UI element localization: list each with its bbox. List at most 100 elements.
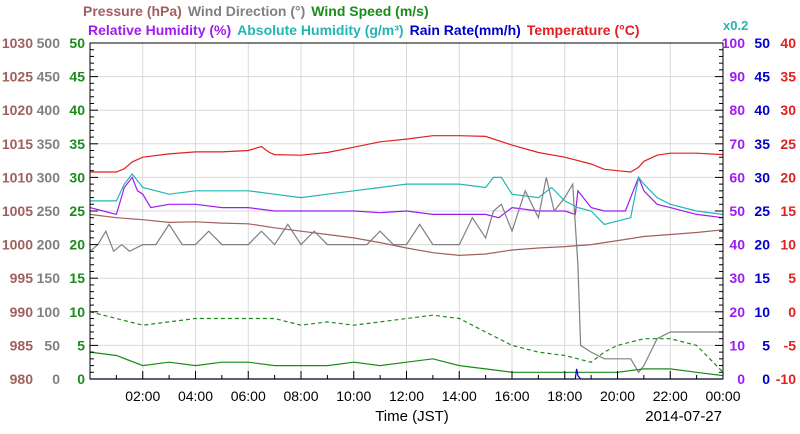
x-tick-label: 06:00	[231, 388, 266, 404]
left-axis-tick-label: 1000	[2, 237, 33, 253]
right-axis-tick-label: 15	[754, 270, 770, 286]
right-axis-tick-label: 25	[780, 136, 796, 152]
left-axis-tick-label: 1010	[2, 169, 33, 185]
right-axis-tick-label: 20	[729, 304, 745, 320]
left-axis-tick-label: 45	[69, 69, 85, 85]
right-axis-tick-label: -5	[784, 337, 797, 353]
right-axis-tick-label: 30	[729, 270, 745, 286]
left-axis-tick-label: 1020	[2, 102, 33, 118]
left-axis-tick-label: 1015	[2, 136, 33, 152]
left-axis-tick-label: 50	[69, 35, 85, 51]
right-axis-tick-label: 35	[754, 136, 770, 152]
left-axis-tick-label: 350	[37, 136, 61, 152]
series-pressure	[89, 213, 724, 257]
right-axis-tick-label: 10	[729, 337, 745, 353]
left-axis-tick-label: 985	[10, 337, 34, 353]
left-axis-tick-label: 995	[10, 270, 34, 286]
legend-wind_speed: Wind Speed (m/s)	[311, 3, 428, 19]
left-axis-tick-label: 50	[44, 337, 60, 353]
x-tick-label: 20:00	[600, 388, 635, 404]
left-axis-tick-label: 200	[37, 237, 61, 253]
x-tick-label: 18:00	[547, 388, 582, 404]
legend: Pressure (hPa) Wind Direction (°) Wind Spe…	[83, 3, 748, 38]
left-axis-tick-label: 0	[77, 371, 85, 387]
x-tick-label: 16:00	[494, 388, 529, 404]
right-axis-tick-label: 0	[788, 304, 796, 320]
left-axis-tick-label: 980	[10, 371, 34, 387]
legend-wind_dir: Wind Direction (°)	[188, 3, 305, 19]
right-axis-tick-label: 5	[788, 270, 796, 286]
right-axis-tick-label: 90	[729, 69, 745, 85]
left-axis-tick-label: 100	[37, 304, 61, 320]
right-axis-tick-label: 45	[754, 69, 770, 85]
right-axis-tick-label: 40	[754, 102, 770, 118]
right-axis-tick-label: 25	[754, 203, 770, 219]
left-axis-tick-label: 15	[69, 270, 85, 286]
left-axes: 9809859909951000100510101015102010251030…	[2, 35, 723, 387]
x-axis-title: Time (JST)	[375, 408, 449, 425]
left-axis-tick-label: 5	[77, 337, 85, 353]
right-axes: 0102030405060708090100051015202530354045…	[722, 35, 797, 387]
legend-temp: Temperature (°C)	[527, 22, 640, 38]
left-axis-tick-label: 150	[37, 270, 61, 286]
right-axis-tick-label: 40	[729, 237, 745, 253]
right-axis-tick-label: 15	[780, 203, 796, 219]
right-axis-tick-label: 35	[780, 69, 796, 85]
left-axis-tick-label: 450	[37, 69, 61, 85]
left-axis-tick-label: 40	[69, 102, 85, 118]
series-temperature	[90, 135, 724, 173]
x-tick-label: 00:00	[705, 388, 740, 404]
legend-ah: Absolute Humidity (g/m³)	[237, 22, 403, 38]
right-axis-tick-label: 60	[729, 169, 745, 185]
series-wind-direction	[89, 177, 723, 374]
legend-row-2: Relative Humidity (%) Absolute Humidity (…	[88, 22, 640, 38]
series-relative-humidity	[89, 175, 724, 219]
right-axis-tick-label: 30	[754, 169, 770, 185]
x-tick-label: 10:00	[336, 388, 371, 404]
right-axis-tick-label: 80	[729, 102, 745, 118]
date-label: 2014-07-27	[645, 408, 722, 425]
right-axis-tick-label: 30	[780, 102, 796, 118]
x-tick-label: 04:00	[178, 388, 213, 404]
x-tick-label: 12:00	[389, 388, 424, 404]
right-axis-tick-label: 0	[762, 371, 770, 387]
x-tick-label: 22:00	[653, 388, 688, 404]
x-tick-label: 08:00	[283, 388, 318, 404]
right-axis-tick-label: 50	[754, 35, 770, 51]
right-axis-tick-label: 10	[780, 237, 796, 253]
legend-rh: Relative Humidity (%)	[88, 22, 231, 38]
right-axis-tick-label: 20	[754, 237, 770, 253]
right-axis-tick-label: 70	[729, 136, 745, 152]
series-wind-speed-max	[89, 311, 724, 373]
x-tick-label: 14:00	[442, 388, 477, 404]
legend-row-1: Pressure (hPa) Wind Direction (°) Wind Spe…	[83, 3, 429, 19]
left-axis-tick-label: 250	[37, 203, 61, 219]
left-axis-tick-label: 20	[69, 237, 85, 253]
x-axis: 02:00 04:00 06:00 08:00 10:00 12:00 14:00 16:00…	[89, 371, 741, 404]
left-axis-tick-label: 500	[37, 35, 61, 51]
legend-rain: Rain Rate(mm/h)	[410, 22, 521, 38]
left-axis-tick-label: 400	[37, 102, 61, 118]
left-axis-tick-label: 35	[69, 136, 85, 152]
left-axis-tick-label: 10	[69, 304, 85, 320]
right-axis-tick-label: 50	[729, 203, 745, 219]
left-axis-tick-label: 1025	[2, 69, 33, 85]
right-axis-tick-label: 0	[737, 371, 745, 387]
left-axis-tick-label: 25	[69, 203, 85, 219]
left-axis-tick-label: 30	[69, 169, 85, 185]
left-axis-tick-label: 1005	[2, 203, 33, 219]
right-axis-tick-label: 20	[780, 169, 796, 185]
right-axis-tick-label: -10	[776, 371, 796, 387]
right-axis-tick-label: 40	[780, 35, 796, 51]
right-axis-tick-label: 100	[722, 35, 746, 51]
left-axis-tick-label: 990	[10, 304, 34, 320]
left-axis-tick-label: 300	[37, 169, 61, 185]
ah-multiplier: x0.2	[723, 18, 748, 33]
legend-pressure: Pressure (hPa)	[83, 3, 182, 19]
right-axis-tick-label: 10	[754, 304, 770, 320]
left-axis-tick-label: 1030	[2, 35, 33, 51]
series-absolute-humidity-x0-2	[90, 173, 724, 226]
left-axis-tick-label: 0	[52, 371, 60, 387]
right-axis-tick-label: 5	[762, 337, 770, 353]
